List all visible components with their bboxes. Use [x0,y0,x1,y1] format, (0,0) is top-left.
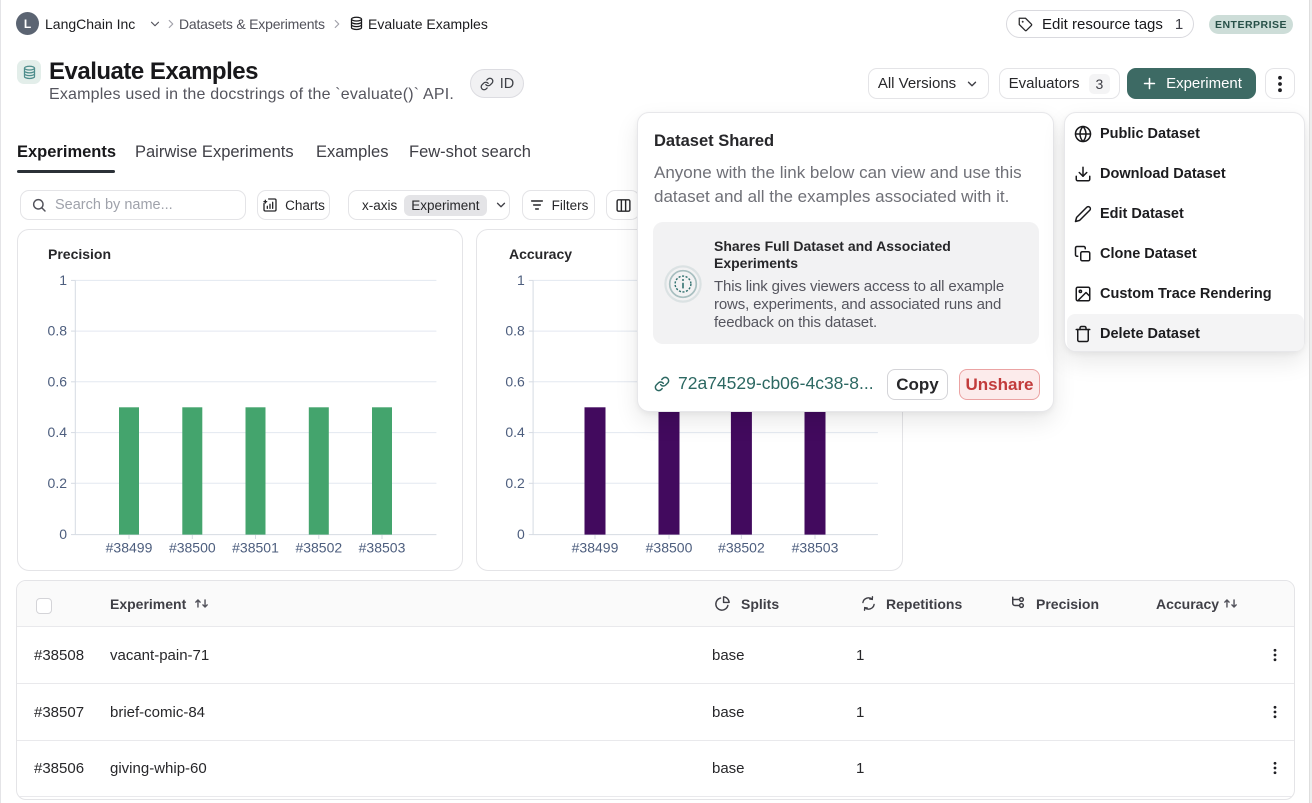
svg-text:#38503: #38503 [359,540,406,556]
svg-text:#38500: #38500 [646,540,693,556]
svg-text:#38499: #38499 [106,540,153,556]
svg-text:0.6: 0.6 [505,373,525,389]
svg-text:1: 1 [59,272,67,288]
svg-text:0.6: 0.6 [48,373,68,389]
svg-text:#38499: #38499 [572,540,619,556]
svg-text:0.2: 0.2 [48,475,68,491]
svg-text:0.8: 0.8 [48,323,68,339]
svg-text:0.8: 0.8 [505,323,525,339]
svg-text:#38502: #38502 [295,540,342,556]
svg-text:#38503: #38503 [792,540,839,556]
svg-text:0.4: 0.4 [505,424,525,440]
svg-text:#38500: #38500 [169,540,216,556]
svg-text:0: 0 [59,526,67,542]
svg-text:#38501: #38501 [232,540,279,556]
svg-text:1: 1 [517,272,525,288]
svg-text:0: 0 [517,526,525,542]
svg-text:#38502: #38502 [718,540,765,556]
svg-text:0.2: 0.2 [505,475,525,491]
svg-text:0.4: 0.4 [48,424,68,440]
